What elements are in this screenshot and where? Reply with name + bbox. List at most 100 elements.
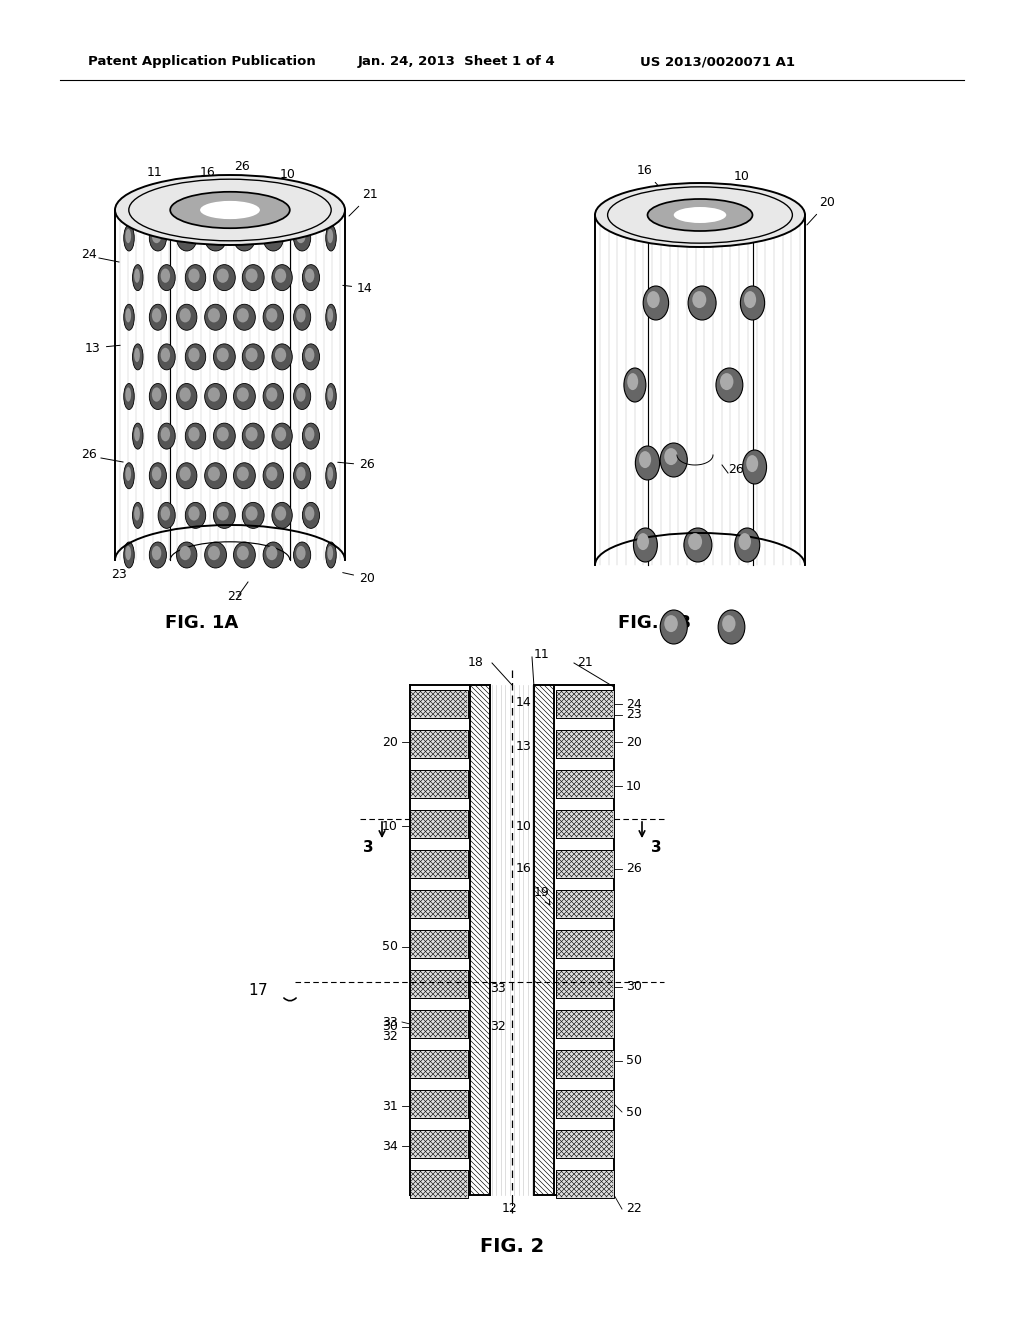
Bar <box>410 770 468 799</box>
Ellipse shape <box>208 228 220 243</box>
Ellipse shape <box>208 308 220 322</box>
Ellipse shape <box>150 384 167 409</box>
Ellipse shape <box>213 345 236 370</box>
Ellipse shape <box>150 463 167 488</box>
Bar <box>410 730 468 758</box>
Text: 14: 14 <box>343 281 373 294</box>
Ellipse shape <box>305 428 314 441</box>
Ellipse shape <box>134 268 140 282</box>
Text: 23: 23 <box>626 709 642 722</box>
Ellipse shape <box>639 451 651 469</box>
Ellipse shape <box>217 428 228 441</box>
Text: 23: 23 <box>112 568 127 581</box>
Ellipse shape <box>158 264 175 290</box>
Ellipse shape <box>647 199 753 231</box>
Ellipse shape <box>237 387 249 401</box>
Ellipse shape <box>185 345 206 370</box>
Text: 10: 10 <box>626 780 642 792</box>
Ellipse shape <box>263 304 284 330</box>
Text: 26: 26 <box>626 862 642 875</box>
Text: 3: 3 <box>362 840 374 854</box>
Ellipse shape <box>152 467 162 480</box>
Ellipse shape <box>660 610 687 644</box>
Ellipse shape <box>665 447 678 465</box>
Bar <box>556 1090 614 1118</box>
Ellipse shape <box>305 507 314 520</box>
Ellipse shape <box>272 264 292 290</box>
Ellipse shape <box>132 345 143 370</box>
Text: 21: 21 <box>577 656 593 669</box>
Ellipse shape <box>176 304 197 330</box>
Ellipse shape <box>176 224 197 251</box>
Ellipse shape <box>205 384 226 409</box>
Ellipse shape <box>643 286 669 319</box>
Ellipse shape <box>595 183 805 247</box>
Text: 24: 24 <box>81 248 97 261</box>
Ellipse shape <box>243 424 264 449</box>
Ellipse shape <box>152 228 162 243</box>
Text: 30: 30 <box>382 1020 398 1034</box>
Ellipse shape <box>246 347 258 362</box>
Ellipse shape <box>326 384 336 409</box>
Ellipse shape <box>328 228 333 243</box>
Ellipse shape <box>237 546 249 560</box>
Bar <box>556 850 614 878</box>
Ellipse shape <box>328 387 333 401</box>
Ellipse shape <box>275 428 286 441</box>
Ellipse shape <box>152 308 162 322</box>
Ellipse shape <box>188 507 200 520</box>
Ellipse shape <box>263 543 284 568</box>
Ellipse shape <box>246 428 258 441</box>
Ellipse shape <box>637 533 649 550</box>
Ellipse shape <box>275 347 286 362</box>
Text: 50: 50 <box>626 1055 642 1068</box>
Ellipse shape <box>125 308 131 322</box>
Text: 32: 32 <box>382 1030 398 1043</box>
Text: FIG. 2: FIG. 2 <box>480 1238 544 1257</box>
Ellipse shape <box>124 384 134 409</box>
Bar <box>410 1049 468 1078</box>
Ellipse shape <box>328 467 333 480</box>
Bar <box>556 890 614 917</box>
Ellipse shape <box>305 268 314 282</box>
Ellipse shape <box>243 503 264 528</box>
Ellipse shape <box>624 368 646 403</box>
Ellipse shape <box>246 268 258 282</box>
Ellipse shape <box>243 345 264 370</box>
Ellipse shape <box>302 345 319 370</box>
Ellipse shape <box>302 503 319 528</box>
Ellipse shape <box>328 308 333 322</box>
Text: $\it{17}$: $\it{17}$ <box>248 982 268 998</box>
Ellipse shape <box>185 264 206 290</box>
Ellipse shape <box>158 345 175 370</box>
Bar <box>556 730 614 758</box>
Text: Patent Application Publication: Patent Application Publication <box>88 55 315 69</box>
Text: 12: 12 <box>502 1203 518 1216</box>
Bar <box>410 690 468 718</box>
Ellipse shape <box>674 207 726 223</box>
Ellipse shape <box>179 228 190 243</box>
Text: Jan. 24, 2013  Sheet 1 of 4: Jan. 24, 2013 Sheet 1 of 4 <box>358 55 556 69</box>
Ellipse shape <box>152 546 162 560</box>
Bar <box>410 1170 468 1199</box>
Ellipse shape <box>176 543 197 568</box>
Bar <box>556 970 614 998</box>
Bar <box>410 931 468 958</box>
Ellipse shape <box>266 387 278 401</box>
Ellipse shape <box>188 428 200 441</box>
Ellipse shape <box>208 387 220 401</box>
Ellipse shape <box>124 304 134 330</box>
Text: 10: 10 <box>516 820 531 833</box>
Text: 34: 34 <box>382 1139 398 1152</box>
Ellipse shape <box>124 543 134 568</box>
Text: 32: 32 <box>490 1019 506 1032</box>
Ellipse shape <box>132 424 143 449</box>
Ellipse shape <box>263 224 284 251</box>
Ellipse shape <box>134 347 140 362</box>
Text: 16: 16 <box>200 165 217 198</box>
Bar <box>534 685 554 1195</box>
Bar <box>556 1049 614 1078</box>
Ellipse shape <box>294 224 310 251</box>
Ellipse shape <box>205 224 226 251</box>
Ellipse shape <box>263 463 284 488</box>
